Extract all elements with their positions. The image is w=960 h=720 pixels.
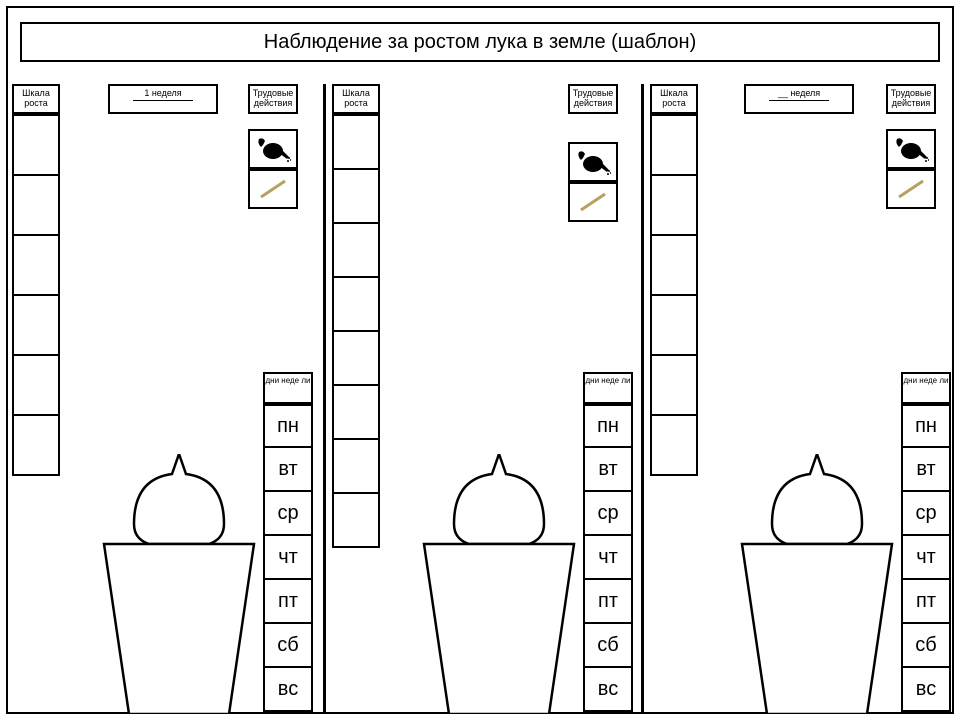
tool-action-box bbox=[886, 169, 936, 209]
scale-cell bbox=[334, 386, 378, 440]
watering-can-icon bbox=[255, 135, 291, 163]
scale-cell bbox=[334, 332, 378, 386]
day-cell: ср bbox=[263, 492, 313, 536]
days-header: дни неде ли bbox=[263, 372, 313, 404]
day-cell: пн bbox=[263, 404, 313, 448]
scale-cell bbox=[652, 236, 696, 296]
watering-action-box bbox=[886, 129, 936, 169]
day-cell: пн bbox=[901, 404, 951, 448]
day-cell: чт bbox=[263, 536, 313, 580]
tool-action-box bbox=[568, 182, 618, 222]
days-column: пн вт ср чт пт сб вс bbox=[901, 404, 951, 712]
scale-cell bbox=[334, 440, 378, 494]
onion-pot-icon bbox=[94, 454, 264, 714]
stick-tool-icon bbox=[893, 175, 929, 203]
day-cell: вт bbox=[901, 448, 951, 492]
watering-can-icon bbox=[893, 135, 929, 163]
scale-cell bbox=[652, 176, 696, 236]
growth-scale-header: Шкала роста bbox=[650, 84, 698, 114]
observation-panel: Шкала роста __ неделя Трудовые действия … bbox=[644, 84, 954, 714]
scale-cell bbox=[14, 176, 58, 236]
day-cell: сб bbox=[901, 624, 951, 668]
watering-action-box bbox=[568, 142, 618, 182]
growth-scale-column bbox=[12, 114, 60, 476]
watering-action-box bbox=[248, 129, 298, 169]
day-cell: ср bbox=[583, 492, 633, 536]
scale-cell bbox=[334, 494, 378, 546]
growth-scale-column bbox=[332, 114, 380, 548]
page-title: Наблюдение за ростом лука в земле (шабло… bbox=[20, 22, 940, 62]
scale-cell bbox=[334, 224, 378, 278]
actions-header: Трудовые действия bbox=[568, 84, 618, 114]
day-cell: пн bbox=[583, 404, 633, 448]
stick-tool-icon bbox=[575, 188, 611, 216]
day-cell: чт bbox=[901, 536, 951, 580]
days-column: пн вт ср чт пт сб вс bbox=[263, 404, 313, 712]
week-header: 1 неделя bbox=[108, 84, 218, 114]
actions-header: Трудовые действия bbox=[248, 84, 298, 114]
scale-cell bbox=[652, 356, 696, 416]
observation-panel: Шкала роста 1 неделя Трудовые действия д… bbox=[6, 84, 323, 714]
observation-panel: Шкала роста Трудовые действия дни неде л… bbox=[326, 84, 641, 714]
growth-scale-column bbox=[650, 114, 698, 476]
scale-cell bbox=[334, 170, 378, 224]
scale-cell bbox=[14, 356, 58, 416]
day-cell: вс bbox=[263, 668, 313, 712]
day-cell: сб bbox=[263, 624, 313, 668]
day-cell: чт bbox=[583, 536, 633, 580]
scale-cell bbox=[334, 278, 378, 332]
scale-cell bbox=[14, 116, 58, 176]
day-cell: вс bbox=[901, 668, 951, 712]
week-header: __ неделя bbox=[744, 84, 854, 114]
growth-scale-header: Шкала роста bbox=[12, 84, 60, 114]
scale-cell bbox=[652, 116, 696, 176]
days-header: дни неде ли bbox=[583, 372, 633, 404]
days-column: пн вт ср чт пт сб вс bbox=[583, 404, 633, 712]
day-cell: вт bbox=[263, 448, 313, 492]
day-cell: вт bbox=[583, 448, 633, 492]
scale-cell bbox=[14, 416, 58, 474]
scale-cell bbox=[14, 296, 58, 356]
day-cell: пт bbox=[263, 580, 313, 624]
scale-cell bbox=[334, 116, 378, 170]
title-text: Наблюдение за ростом лука в земле (шабло… bbox=[264, 31, 697, 54]
day-cell: пт bbox=[901, 580, 951, 624]
date-underline bbox=[133, 100, 193, 101]
stick-tool-icon bbox=[255, 175, 291, 203]
tool-action-box bbox=[248, 169, 298, 209]
watering-can-icon bbox=[575, 148, 611, 176]
date-underline bbox=[769, 100, 829, 101]
scale-cell bbox=[14, 236, 58, 296]
day-cell: сб bbox=[583, 624, 633, 668]
day-cell: вс bbox=[583, 668, 633, 712]
scale-cell bbox=[652, 296, 696, 356]
day-cell: пт bbox=[583, 580, 633, 624]
onion-pot-icon bbox=[732, 454, 902, 714]
growth-scale-header: Шкала роста bbox=[332, 84, 380, 114]
actions-header: Трудовые действия bbox=[886, 84, 936, 114]
scale-cell bbox=[652, 416, 696, 474]
onion-pot-icon bbox=[414, 454, 584, 714]
day-cell: ср bbox=[901, 492, 951, 536]
days-header: дни неде ли bbox=[901, 372, 951, 404]
